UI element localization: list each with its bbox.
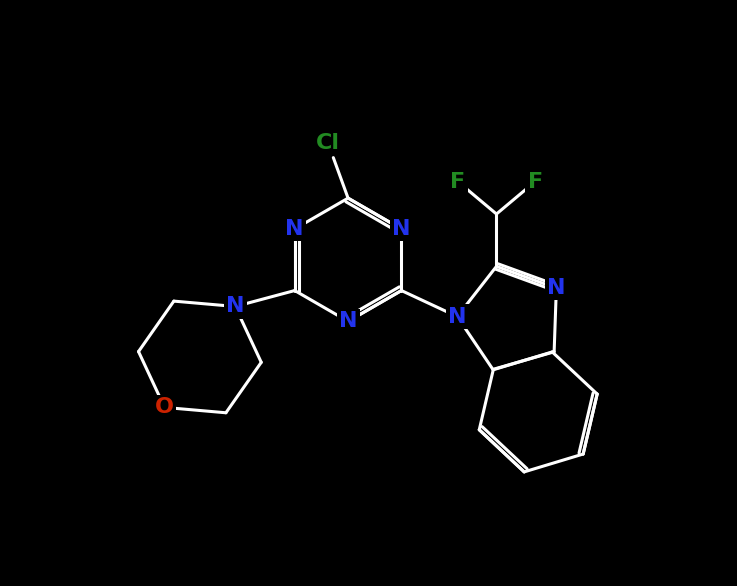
Text: N: N (547, 278, 565, 298)
Text: N: N (226, 297, 245, 316)
Text: N: N (285, 219, 304, 239)
Text: Cl: Cl (316, 133, 340, 153)
Text: O: O (155, 397, 174, 417)
Text: F: F (528, 172, 542, 192)
Text: N: N (392, 219, 411, 239)
Text: F: F (450, 172, 465, 192)
Text: N: N (448, 306, 467, 326)
Text: N: N (339, 311, 357, 331)
